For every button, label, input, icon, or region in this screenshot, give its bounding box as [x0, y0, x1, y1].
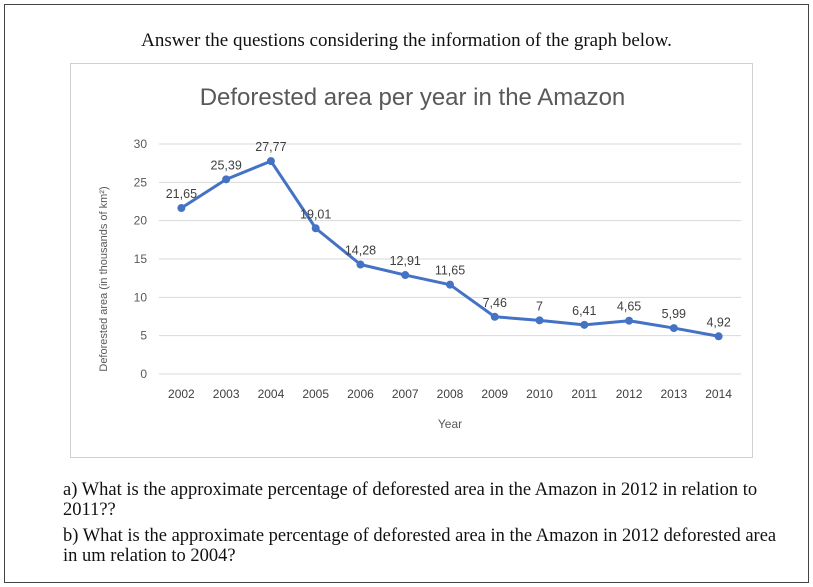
data-label: 27,77: [255, 140, 286, 154]
data-point: [401, 271, 410, 280]
data-point: [222, 175, 231, 184]
data-point: [356, 260, 365, 269]
y-tick-label: 0: [140, 367, 147, 381]
page-border: [4, 4, 809, 583]
x-tick-label: 2008: [437, 387, 464, 401]
y-axis-label: Deforested area (in thousands of km²): [98, 186, 110, 371]
data-label: 21,65: [166, 187, 197, 201]
questions-block: a) What is the approximate percentage of…: [63, 480, 783, 572]
data-label: 4,92: [706, 315, 730, 329]
data-point: [311, 224, 320, 233]
data-point: [177, 204, 186, 213]
data-point: [580, 320, 589, 329]
x-tick-label: 2002: [168, 387, 195, 401]
data-point: [669, 324, 678, 333]
x-tick-label: 2010: [526, 387, 553, 401]
y-tick-label: 5: [140, 329, 147, 343]
x-tick-label: 2004: [258, 387, 285, 401]
data-point: [625, 316, 634, 325]
instruction-text: Answer the questions considering the inf…: [141, 30, 672, 51]
data-label: 14,28: [345, 244, 376, 258]
data-label: 7,46: [483, 296, 507, 310]
y-tick-label: 10: [134, 290, 148, 304]
x-tick-label: 2006: [347, 387, 374, 401]
y-tick-label: 30: [134, 137, 148, 151]
chart-container: Deforested area per year in the Amazon 0…: [70, 63, 753, 458]
question-b: b) What is the approximate percentage of…: [63, 526, 777, 566]
x-tick-label: 2003: [213, 387, 240, 401]
x-tick-label: 2011: [571, 387, 597, 401]
data-label: 25,39: [211, 158, 242, 172]
data-point: [266, 157, 275, 166]
chart-title: Deforested area per year in the Amazon: [199, 84, 626, 111]
line-chart: 0 5 10 15 20 25 30 2002 2003 2004 2005 2006 2007 2008…: [98, 137, 741, 431]
data-label: 11,65: [435, 264, 465, 278]
y-tick-label: 15: [134, 252, 148, 266]
x-axis-label: Year: [438, 417, 462, 431]
x-tick-label: 2014: [705, 387, 732, 401]
data-label: 4,65: [617, 300, 641, 314]
x-tick-label: 2013: [660, 387, 687, 401]
data-point: [714, 332, 723, 341]
x-tick-label: 2009: [481, 387, 508, 401]
x-tick-label: 2005: [302, 387, 329, 401]
question-a: a) What is the approximate percentage of…: [63, 480, 758, 520]
data-label: 19,01: [300, 207, 331, 221]
data-label: 6,41: [572, 304, 596, 318]
data-point: [490, 312, 499, 321]
data-point: [446, 280, 454, 289]
x-tick-label: 2012: [616, 387, 643, 401]
data-label: 12,91: [390, 254, 421, 268]
data-label: 7: [536, 299, 543, 313]
y-tick-label: 25: [134, 175, 148, 189]
data-point: [535, 316, 544, 325]
x-tick-label: 2007: [392, 387, 419, 401]
y-tick-label: 20: [134, 214, 148, 228]
data-label: 5,99: [662, 307, 686, 321]
